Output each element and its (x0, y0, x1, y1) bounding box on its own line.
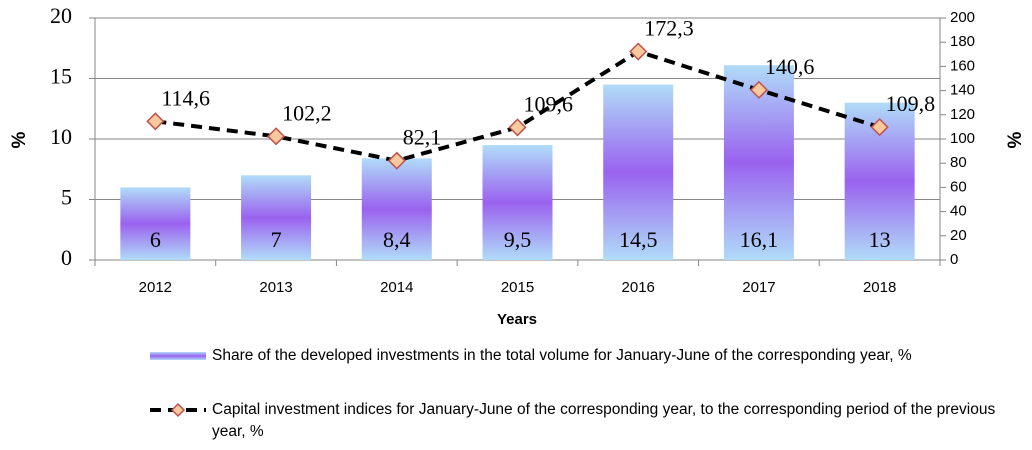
y2-tick-label: 200 (950, 9, 975, 26)
x-axis-label: Years (497, 311, 537, 328)
line-value-label: 172,3 (644, 16, 694, 41)
line-marker (870, 118, 889, 137)
bar-value-label: 9,5 (504, 227, 532, 252)
bar-value-label: 6 (150, 227, 161, 252)
line-value-label: 140,6 (765, 54, 815, 79)
line-marker (749, 80, 768, 99)
bar (361, 158, 432, 260)
y-tick-label: 5 (61, 185, 72, 210)
y2-axis-label: % (1005, 131, 1026, 148)
bar (241, 175, 312, 260)
bar-value-label: 13 (869, 227, 891, 252)
bar (603, 84, 674, 260)
y-tick-label: 0 (61, 245, 72, 270)
x-tick-label: 2016 (622, 279, 655, 296)
legend-swatch (150, 352, 206, 360)
legend-marker (170, 402, 186, 418)
y-tick-label: 10 (50, 124, 72, 149)
line-marker (387, 151, 406, 170)
bar-value-label: 14,5 (619, 227, 658, 252)
y-tick-label: 15 (50, 64, 72, 89)
line-marker (146, 112, 165, 131)
bar (482, 145, 553, 260)
x-tick-label: 2017 (742, 279, 775, 296)
y2-tick-label: 40 (950, 203, 967, 220)
y2-tick-label: 80 (950, 154, 967, 171)
x-tick-label: 2012 (139, 279, 172, 296)
bar-value-label: 16,1 (740, 227, 779, 252)
y2-tick-label: 120 (950, 106, 975, 123)
line-value-label: 114,6 (161, 85, 210, 110)
x-tick-label: 2015 (501, 279, 534, 296)
y-axis-label: % (9, 131, 30, 148)
line-marker (629, 42, 648, 61)
line-value-label: 109,8 (886, 91, 936, 116)
line-value-label: 109,6 (524, 91, 574, 116)
x-tick-label: 2014 (380, 279, 413, 296)
bar-value-label: 8,4 (383, 227, 411, 252)
bar (120, 187, 191, 260)
y2-tick-label: 100 (950, 130, 975, 147)
y2-tick-label: 140 (950, 82, 975, 99)
legend-text: Share of the developed investments in th… (212, 347, 912, 364)
legend-text: Capital investment indices for January-J… (212, 401, 996, 440)
x-tick-label: 2018 (863, 279, 896, 296)
y-tick-label: 20 (50, 3, 72, 28)
line-value-label: 102,2 (282, 100, 332, 125)
y2-tick-label: 20 (950, 227, 967, 244)
y2-tick-label: 180 (950, 33, 975, 50)
line-marker (267, 127, 286, 146)
y2-tick-label: 0 (950, 251, 958, 268)
bar-value-label: 7 (271, 227, 282, 252)
y2-tick-label: 60 (950, 178, 967, 195)
y2-tick-label: 160 (950, 57, 975, 74)
x-tick-label: 2013 (259, 279, 292, 296)
line-marker (508, 118, 527, 137)
line-value-label: 82,1 (403, 125, 442, 150)
